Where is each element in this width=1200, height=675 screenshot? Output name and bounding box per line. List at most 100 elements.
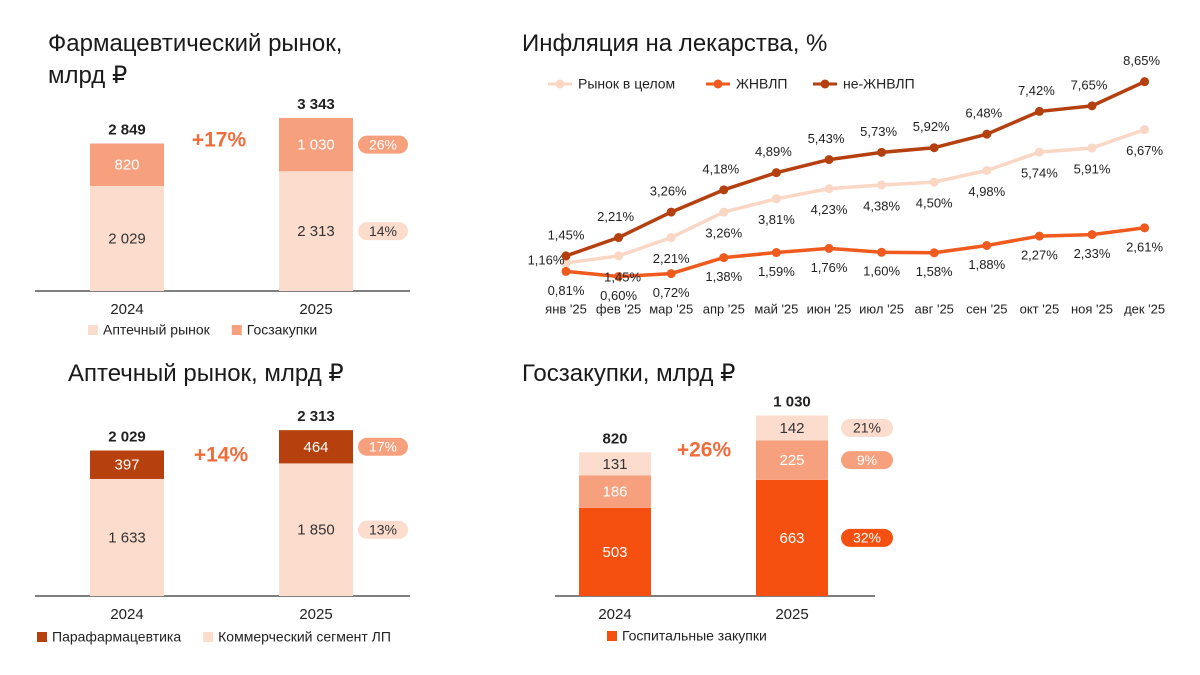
inflation-point-0-1	[614, 251, 624, 261]
pharmacy_market-legend-label-0: Парафармацевтика	[52, 629, 181, 645]
inflation-point-0-5	[824, 184, 834, 194]
inflation-point-2-2	[666, 207, 676, 217]
inflation-label-market-1: 1,45%	[604, 269, 641, 284]
pharma_market-total-2025: 3 343	[297, 96, 335, 113]
inflation-point-0-6	[877, 180, 887, 190]
pharma_market-bar-label-2025-0: 2 313	[297, 223, 335, 240]
inflation-point-1-10	[1087, 230, 1097, 240]
gov_procurement-total-2024: 820	[602, 430, 627, 447]
pharmacy_market-bar-label-2025-0: 1 850	[297, 522, 335, 539]
inflation-label-market-0: 1,16%	[528, 252, 565, 267]
inflation-legend-label-1: ЖНВЛП	[736, 76, 787, 92]
inflation-point-0-4	[771, 194, 781, 204]
pharmacy_market-segment-growth-0: 17%	[369, 438, 397, 454]
inflation-label-market-9: 5,74%	[1021, 166, 1058, 181]
inflation-label-non-jnvlp-9: 7,42%	[1018, 83, 1055, 98]
pharma_market-legend-swatch-0	[88, 325, 98, 335]
inflation-point-2-11	[1140, 77, 1150, 87]
gov_procurement-segment-growth-2: 32%	[853, 530, 881, 546]
pharmacy_market-growth-label: +14%	[194, 444, 249, 467]
inflation-label-market-6: 4,38%	[863, 198, 900, 213]
pharmacy_market-bar-2025-seg-0	[279, 463, 353, 596]
pharmacy_market-legend-swatch-0	[37, 632, 47, 642]
inflation-point-2-4	[771, 168, 781, 178]
inflation-label-non-jnvlp-11: 8,65%	[1123, 53, 1160, 68]
inflation-label-non-jnvlp-5: 5,43%	[808, 131, 845, 146]
pharma_market-segment-growth-1: 14%	[369, 223, 397, 239]
inflation-chart: Рынок в целом ЖНВЛП не-ЖНВЛП 1,45% 0,81% 1,16…	[528, 53, 1166, 316]
inflation-point-1-7	[929, 248, 939, 258]
gov_procurement-segment-growth-0-pill	[841, 418, 893, 437]
gov_procurement-bar-2025-seg-0	[756, 479, 828, 596]
inflation-point-2-8	[982, 129, 992, 139]
inflation-point-1-0	[561, 266, 571, 276]
inflation-label-market-4: 3,81%	[758, 212, 795, 227]
pharma_market-legend-label-1: Госзакупки	[247, 322, 317, 338]
pharma_market-bar-label-2025-1: 1 030	[297, 137, 335, 154]
inflation-point-1-4	[771, 248, 781, 258]
inflation-x-tick-8: сен '25	[966, 301, 1007, 316]
inflation-label-market-3: 3,26%	[705, 226, 742, 241]
inflation-label-jnvlp-1: 0,60%	[600, 288, 637, 303]
gov_procurement-segment-growth-2-pill	[841, 528, 893, 547]
gov_procurement-segment-growth-0: 21%	[853, 420, 881, 436]
gov_procurement-bar-label-2024-1: 186	[602, 484, 627, 501]
pharma_market-total-2024: 2 849	[108, 121, 146, 138]
inflation-point-1-11	[1140, 223, 1150, 233]
inflation-series-line-1	[565, 226, 1145, 279]
gov-procurement-chart: 503 186 131 820 2024 663 225 142 1 030 2025 +26% 21…	[555, 393, 893, 644]
pharma_market-segment-growth-1-pill	[358, 222, 408, 241]
gov_procurement-growth-label: +26%	[677, 439, 732, 462]
inflation-label-non-jnvlp-6: 5,73%	[860, 124, 897, 139]
pharma-market-title-line2: млрд ₽	[48, 62, 128, 89]
inflation-label-market-7: 4,50%	[916, 196, 953, 211]
gov_procurement-x-tick-2024: 2024	[598, 606, 631, 623]
inflation-label-jnvlp-2: 0,72%	[653, 285, 690, 300]
inflation-label-jnvlp-4: 1,59%	[758, 264, 795, 279]
inflation-point-2-1	[614, 233, 624, 243]
pharma_market-bar-2024-seg-0	[90, 185, 164, 291]
inflation-label-non-jnvlp-4: 4,89%	[755, 144, 792, 159]
pharma_market-legend-label-0: Аптечный рынок	[103, 322, 211, 338]
gov_procurement-bar-label-2025-1: 225	[779, 452, 804, 469]
pharma_market-x-tick-2024: 2024	[110, 301, 143, 318]
inflation-point-0-2	[666, 233, 676, 243]
inflation-label-non-jnvlp-1: 2,21%	[597, 209, 634, 224]
inflation-point-1-8	[982, 241, 992, 251]
inflation-point-0-3	[719, 207, 729, 217]
gov_procurement-bar-label-2025-0: 663	[779, 530, 804, 547]
gov_procurement-bar-2024-seg-2	[579, 452, 651, 476]
pharma_market-bar-2025-seg-0	[279, 171, 353, 291]
inflation-label-jnvlp-10: 2,33%	[1074, 246, 1111, 261]
inflation-legend-label-0: Рынок в целом	[578, 76, 675, 92]
gov_procurement-segment-growth-1: 9%	[857, 452, 877, 468]
inflation-label-jnvlp-9: 2,27%	[1021, 248, 1058, 263]
inflation-point-2-6	[877, 147, 887, 157]
inflation-label-non-jnvlp-7: 5,92%	[913, 119, 950, 134]
inflation-label-jnvlp-7: 1,58%	[916, 264, 953, 279]
inflation-label-non-jnvlp-2: 3,26%	[650, 184, 687, 199]
inflation-point-1-2	[666, 269, 676, 279]
inflation-x-tick-0: янв '25	[545, 301, 587, 316]
inflation-x-tick-1: фев '25	[596, 301, 641, 316]
inflation-series-line-2	[565, 80, 1146, 258]
pharmacy_market-legend-swatch-1	[203, 632, 214, 642]
inflation-point-2-5	[824, 155, 834, 165]
inflation-x-tick-2: мар '25	[649, 301, 693, 316]
inflation-point-2-10	[1087, 101, 1097, 111]
inflation-point-1-1	[614, 271, 624, 281]
inflation-x-tick-5: июн '25	[807, 301, 852, 316]
inflation-label-jnvlp-3: 1,38%	[705, 269, 742, 284]
pharma-market-title: Фармацевтический рынок, млрд ₽	[48, 28, 342, 92]
pharmacy_market-bar-label-2025-1: 464	[303, 439, 328, 456]
inflation-x-tick-11: дек '25	[1124, 301, 1165, 316]
pharma_market-segment-growth-0: 26%	[369, 136, 397, 152]
pharmacy_market-legend-label-1: Коммерческий сегмент ЛП	[218, 629, 391, 645]
inflation-label-non-jnvlp-3: 4,18%	[702, 161, 739, 176]
inflation-label-jnvlp-6: 1,60%	[863, 264, 900, 279]
pharma-market-chart: 2 029 820 2 849 2024 2 313 1 030 3 343 2025 +17%…	[35, 96, 410, 338]
inflation-legend-marker-0	[555, 79, 565, 89]
inflation-label-jnvlp-0: 0,81%	[548, 283, 585, 298]
pharmacy_market-bar-label-2024-0: 1 633	[108, 529, 146, 546]
inflation-series-line-0	[565, 127, 1146, 265]
